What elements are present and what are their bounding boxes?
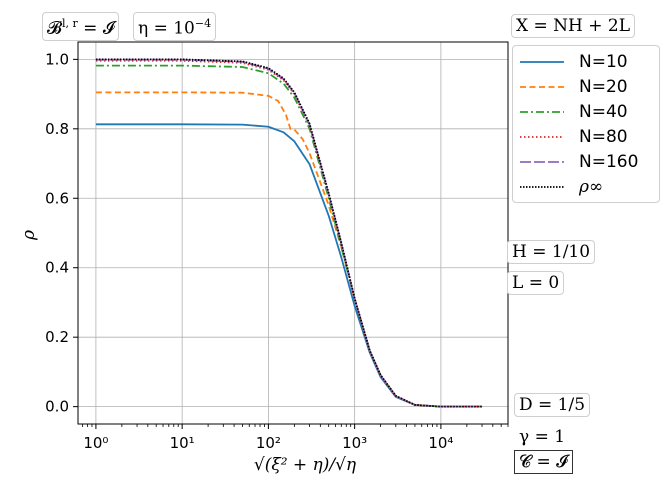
boundary-note: 𝓑l, r = 𝓘 [42, 12, 120, 41]
x-tick-label: 10² [256, 434, 281, 452]
y-axis-label: ρ [19, 230, 39, 241]
x-axis-label: √(ξ² + η)/√η [254, 455, 357, 475]
legend-label: N=10 [579, 51, 628, 72]
legend-item: N=10 [513, 49, 659, 74]
legend-item: N=20 [513, 74, 659, 99]
series-line-n80 [95, 59, 483, 408]
legend-swatch [520, 85, 564, 88]
grid [78, 42, 508, 424]
legend-swatch [520, 160, 564, 163]
axes-frame [77, 41, 509, 425]
legend-swatch [520, 135, 564, 138]
y-tick-label: 0.2 [45, 328, 69, 346]
legend-item: N=80 [513, 124, 659, 149]
legend-label: N=40 [579, 101, 628, 122]
legend-label: N=160 [579, 151, 639, 172]
series-line-n20 [95, 91, 483, 408]
d-note: D = 1/5 [514, 393, 591, 417]
x-tick-label: 10³ [342, 434, 367, 452]
y-tick-label: 0.4 [45, 259, 69, 277]
x-definition-note: X = NH + 2L [511, 14, 636, 38]
legend-item: ρ∞ [513, 174, 659, 199]
legend-item: N=40 [513, 99, 659, 124]
y-tick-label: 1.0 [45, 50, 69, 68]
gamma-note: γ = 1 [514, 425, 571, 449]
x-tick-label: 10⁰ [83, 434, 108, 452]
y-tick-label: 0.6 [45, 189, 69, 207]
eta-note: η = 10−4 [133, 12, 217, 41]
legend-label: ρ∞ [579, 176, 604, 197]
series-line-n160 [95, 58, 483, 408]
series-line-n40 [95, 64, 483, 408]
ticks: 10⁰ 10¹ 10² 10³ 10⁴ 0.0 0.2 0.4 0.6 0.8 1.0 [45, 50, 509, 452]
x-tick-label: 10⁴ [428, 434, 453, 452]
c-note: 𝓒 = 𝓘 [514, 450, 573, 474]
legend-swatch [520, 185, 564, 188]
y-tick-label: 0.0 [45, 398, 69, 416]
series-line-n10 [95, 123, 483, 408]
legend-item: N=160 [513, 149, 659, 174]
series-lines [95, 58, 483, 408]
l-note: L = 0 [507, 271, 565, 295]
legend: N=10 N=20 N=40 N=80 N=160 ρ∞ [512, 45, 660, 203]
y-tick-label: 0.8 [45, 120, 69, 138]
series-line-inf [95, 58, 483, 408]
legend-swatch [520, 110, 564, 113]
h-note: H = 1/10 [507, 240, 596, 264]
legend-label: N=20 [579, 76, 628, 97]
x-tick-label: 10¹ [170, 434, 195, 452]
legend-swatch [520, 60, 564, 63]
legend-label: N=80 [579, 126, 628, 147]
